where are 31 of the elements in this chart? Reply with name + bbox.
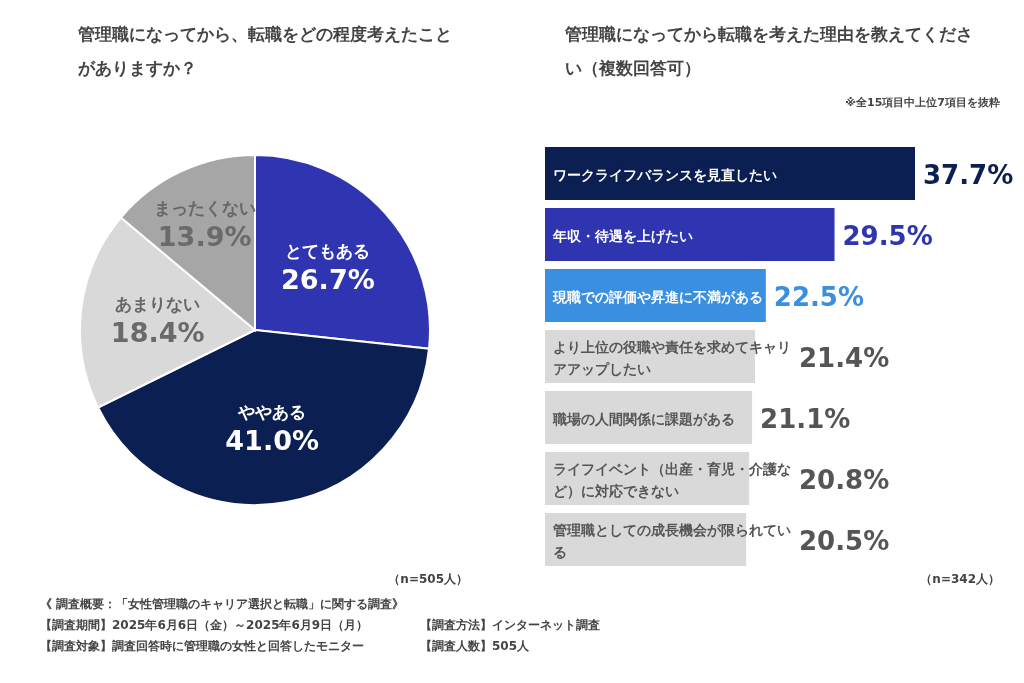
text: 【調査期間】2025年6月6日（金）～2025年6月9日（月） xyxy=(40,618,369,632)
y-tick-label: 年収・待遇を上げたい xyxy=(552,227,693,244)
chart-title: 管理職になってから転職を考えた理由を教えてください（複数回答可） xyxy=(564,24,973,78)
data-label: 18.4% xyxy=(110,317,205,349)
text: 【調査対象】調査回答時に管理職の女性と回答したモニター xyxy=(40,639,364,653)
text: 【調査方法】インターネット調査 xyxy=(420,618,600,632)
slice-label: とてもある xyxy=(285,240,371,261)
y-tick-label: 管理職としての成長機会が限られている xyxy=(552,521,791,560)
text: 《 調査概要：「女性管理職のキャリア選択と転職」に関する調査》 xyxy=(40,597,405,611)
data-label: 20.8% xyxy=(799,464,890,495)
text: （n=342人） xyxy=(920,572,1000,586)
text: 【調査人数】505人 xyxy=(420,639,531,653)
y-tick-label: より上位の役職や責任を求めてキャリアアップしたい xyxy=(553,338,791,377)
y-tick-label: ライフイベント（出産・育児・介護など）に対応できない xyxy=(553,460,791,499)
data-label: 37.7% xyxy=(923,159,1014,190)
y-tick-label: ワークライフバランスを見直したい xyxy=(553,166,777,183)
slice-label: あまりない xyxy=(115,294,201,315)
chart-subtitle: ※全15項目中上位7項目を抜粋 xyxy=(845,96,1000,109)
y-tick-label: 現職での評価や昇進に不満がある xyxy=(552,288,763,305)
slice-label: ややある xyxy=(237,402,307,423)
y-tick-label: 職場の人間関係に課題がある xyxy=(552,410,735,427)
data-label: 21.4% xyxy=(799,342,890,373)
data-label: 26.7% xyxy=(281,263,375,295)
text: （n=505人） xyxy=(388,572,468,586)
data-label: 22.5% xyxy=(773,281,865,312)
data-label: 29.5% xyxy=(842,220,933,251)
chart-title: 管理職になってから、転職をどの程度考えたことがありますか？ xyxy=(77,24,452,78)
data-label: 20.5% xyxy=(799,525,890,556)
data-label: 41.0% xyxy=(225,425,319,457)
data-label: 21.1% xyxy=(760,403,851,434)
data-label: 13.9% xyxy=(157,221,252,253)
